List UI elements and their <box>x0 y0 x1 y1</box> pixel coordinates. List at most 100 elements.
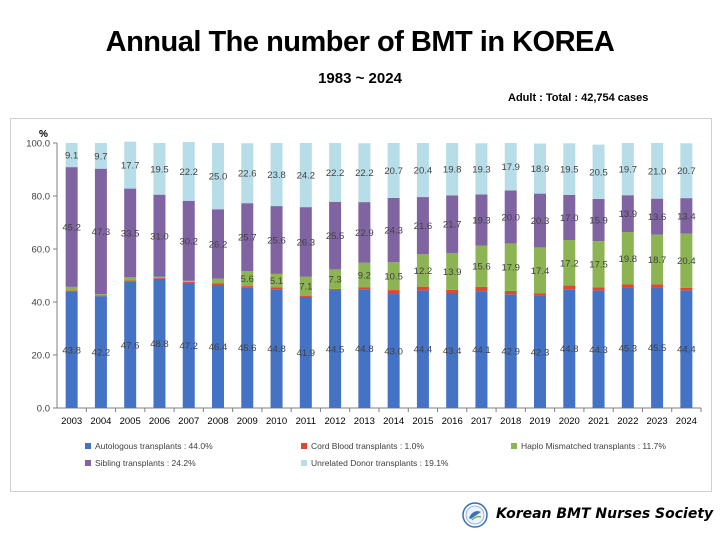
bar-segment-sibling <box>446 195 459 253</box>
x-tick-label: 2008 <box>207 416 228 427</box>
data-label-sibling: 21.7 <box>443 220 462 231</box>
bar-segment-sibling <box>534 193 546 248</box>
data-label-unrelated: 17.7 <box>121 161 140 172</box>
data-label-autologous: 42.3 <box>531 347 550 358</box>
x-tick-label: 2016 <box>442 416 463 427</box>
x-tick-label: 2021 <box>588 416 609 427</box>
x-tick-label: 2024 <box>676 416 697 427</box>
bar-segment-unrelated <box>124 141 137 189</box>
bar-segment-cord_blood <box>534 293 546 296</box>
bar-segment-cord_blood <box>329 288 342 291</box>
data-label-autologous: 45.5 <box>648 343 667 354</box>
data-label-autologous: 41.9 <box>297 348 316 359</box>
bar-segment-sibling <box>94 168 107 295</box>
bar-segment-unrelated <box>621 143 634 196</box>
bar-segment-haplo <box>124 277 137 281</box>
x-tick-label: 2009 <box>237 416 258 427</box>
data-label-autologous: 43.4 <box>443 346 462 357</box>
bar-segment-cord_blood <box>680 287 693 291</box>
y-tick-label: 20.0 <box>32 351 51 362</box>
bar-segment-sibling <box>621 195 634 233</box>
data-label-autologous: 42.2 <box>92 348 111 359</box>
x-tick-label: 2007 <box>178 416 199 427</box>
bar-segment-autologous <box>65 291 78 408</box>
data-label-unrelated: 20.7 <box>384 166 403 177</box>
bar-segment-autologous <box>358 289 371 408</box>
bar-segment-cord_blood <box>182 281 195 283</box>
legend-label-autologous: Autologous transplants : 44.0% <box>95 441 213 451</box>
y-tick-label: 40.0 <box>32 298 51 309</box>
bar-segment-autologous <box>416 290 429 408</box>
data-label-haplo: 7.1 <box>299 282 312 293</box>
bar-segment-haplo <box>651 234 664 285</box>
bar-segment-sibling <box>299 207 312 277</box>
data-label-unrelated: 22.6 <box>238 169 256 180</box>
bar-segment-haplo <box>153 276 166 278</box>
data-label-autologous: 44.8 <box>355 344 374 355</box>
bar-segment-sibling <box>387 197 400 263</box>
bar-segment-cord_blood <box>563 285 576 290</box>
data-label-haplo: 19.8 <box>619 254 638 265</box>
bar-segment-cord_blood <box>153 277 166 279</box>
bar-segment-autologous <box>270 289 283 408</box>
data-label-autologous: 44.8 <box>267 344 286 355</box>
footer: Korean BMT Nurses Society <box>462 502 714 530</box>
x-tick-label: 2014 <box>383 416 404 427</box>
data-label-unrelated: 23.8 <box>267 170 286 181</box>
bar-segment-autologous <box>387 294 400 408</box>
bar-segment-sibling <box>329 201 342 270</box>
year-range-subtitle: 1983 ~ 2024 <box>318 70 402 87</box>
chart-panel: 0.0 20.0 40.0 60.0 80.0 100.0% 43.8 45.2 9.1 2003… <box>10 118 712 492</box>
data-label-unrelated: 20.5 <box>589 167 608 178</box>
data-label-haplo: 7.3 <box>328 275 341 286</box>
bar-segment-haplo <box>212 278 224 284</box>
bar-segment-unrelated <box>212 143 224 210</box>
data-label-haplo: 17.4 <box>531 266 550 277</box>
bar-segment-unrelated <box>65 143 78 168</box>
bar-segment-cord_blood <box>651 284 664 288</box>
data-label-sibling: 47.3 <box>92 227 111 238</box>
data-label-autologous: 44.8 <box>560 344 579 355</box>
data-label-unrelated: 19.7 <box>619 165 638 176</box>
x-tick-label: 2006 <box>149 416 170 427</box>
data-label-autologous: 43.8 <box>62 345 81 356</box>
x-tick-label: 2015 <box>412 416 433 427</box>
data-label-unrelated: 17.9 <box>501 162 520 173</box>
legend-swatch-sibling <box>85 460 91 466</box>
bar-segment-haplo <box>299 276 312 296</box>
legend-label-sibling: Sibling transplants : 24.2% <box>95 458 196 468</box>
bar-segment-haplo <box>329 269 342 289</box>
data-label-autologous: 42.9 <box>501 347 520 358</box>
data-label-sibling: 13.9 <box>619 209 638 220</box>
bar-segment-autologous <box>124 281 137 408</box>
data-label-autologous: 45.3 <box>619 343 638 354</box>
bar-segment-unrelated <box>416 143 429 198</box>
bar-segment-cord_blood <box>621 284 634 288</box>
data-label-sibling: 19.3 <box>472 215 491 226</box>
y-axis-label: % <box>39 129 48 140</box>
bar-segment-cord_blood <box>270 287 283 290</box>
data-label-autologous: 47.6 <box>121 340 140 351</box>
data-label-unrelated: 19.3 <box>472 164 491 175</box>
bar-segment-autologous <box>329 290 342 408</box>
bar-segment-sibling <box>475 194 488 246</box>
bar-segment-sibling <box>124 188 137 278</box>
data-label-unrelated: 19.5 <box>560 165 579 176</box>
bar-segment-cord_blood <box>241 286 254 288</box>
data-label-unrelated: 22.2 <box>355 168 374 179</box>
x-tick-label: 2022 <box>617 416 638 427</box>
bar-segment-unrelated <box>329 143 342 202</box>
legend-swatch-cord_blood <box>301 443 307 449</box>
bar-segment-haplo <box>182 280 195 282</box>
bar-segment-haplo <box>621 232 634 285</box>
organization-name: Korean BMT Nurses Society <box>496 506 714 522</box>
data-label-sibling: 13.6 <box>648 212 667 223</box>
bar-segment-sibling <box>416 197 429 255</box>
bar-segment-autologous <box>504 294 517 408</box>
data-label-sibling: 33.5 <box>121 228 140 239</box>
bar-segment-autologous <box>621 287 634 408</box>
bar-segment-haplo <box>680 233 693 288</box>
bar-segment-autologous <box>592 290 605 408</box>
data-label-haplo: 13.9 <box>443 267 462 278</box>
bar-segment-unrelated <box>358 143 371 203</box>
